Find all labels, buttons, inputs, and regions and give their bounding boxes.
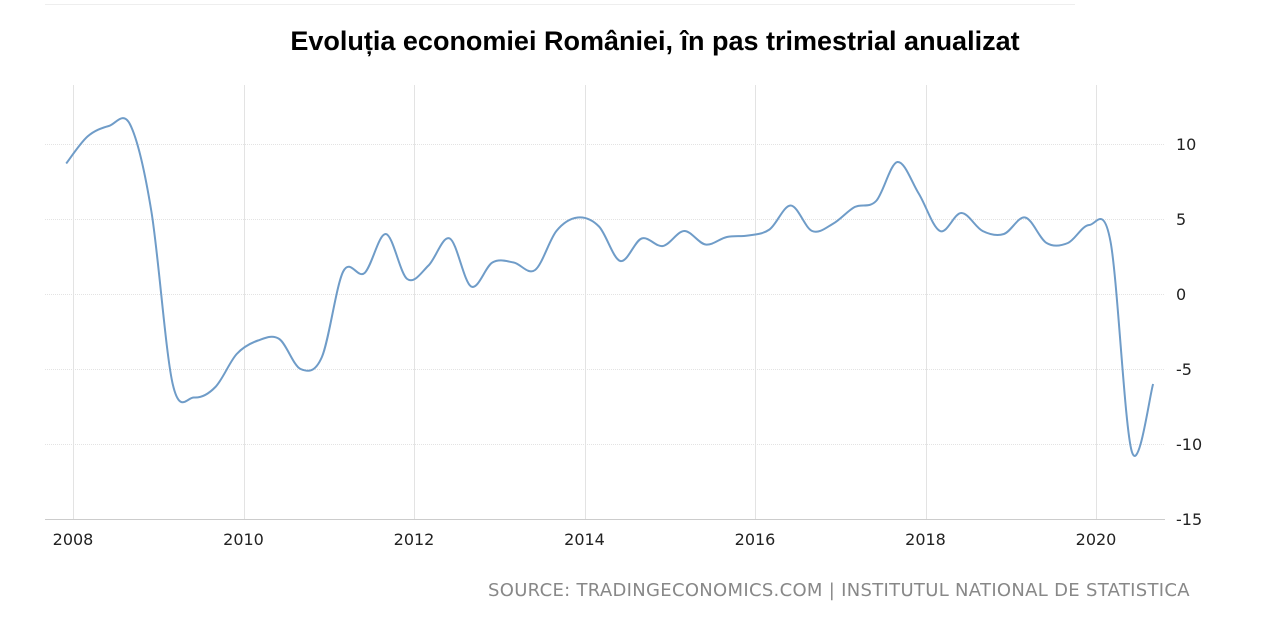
y-tick-label: 10 [1176,135,1196,154]
y-tick-label: 5 [1176,210,1186,229]
x-tick-label: 2016 [735,530,776,549]
x-tick-label: 2020 [1076,530,1117,549]
y-axis: 10 5 0 -5 -10 -15 [1176,135,1202,529]
source-credit: SOURCE: TRADINGECONOMICS.COM | INSTITUTU… [488,580,1190,601]
y-tick-label: 0 [1176,285,1186,304]
series-layer [65,117,1155,457]
x-tick-label: 2012 [394,530,435,549]
series-line [65,117,1155,457]
x-tick-label: 2010 [223,530,264,549]
y-tick-label: -15 [1176,510,1202,529]
y-tick-label: -10 [1176,435,1202,454]
chart-title: Evoluția economiei României, în pas trim… [290,26,1020,56]
x-axis: 2008 2010 2012 2014 2016 2018 2020 [53,530,1117,549]
x-tick-label: 2014 [564,530,605,549]
grid-layer [45,4,1165,520]
y-tick-label: -5 [1176,360,1192,379]
x-tick-label: 2018 [905,530,946,549]
x-tick-label: 2008 [53,530,94,549]
